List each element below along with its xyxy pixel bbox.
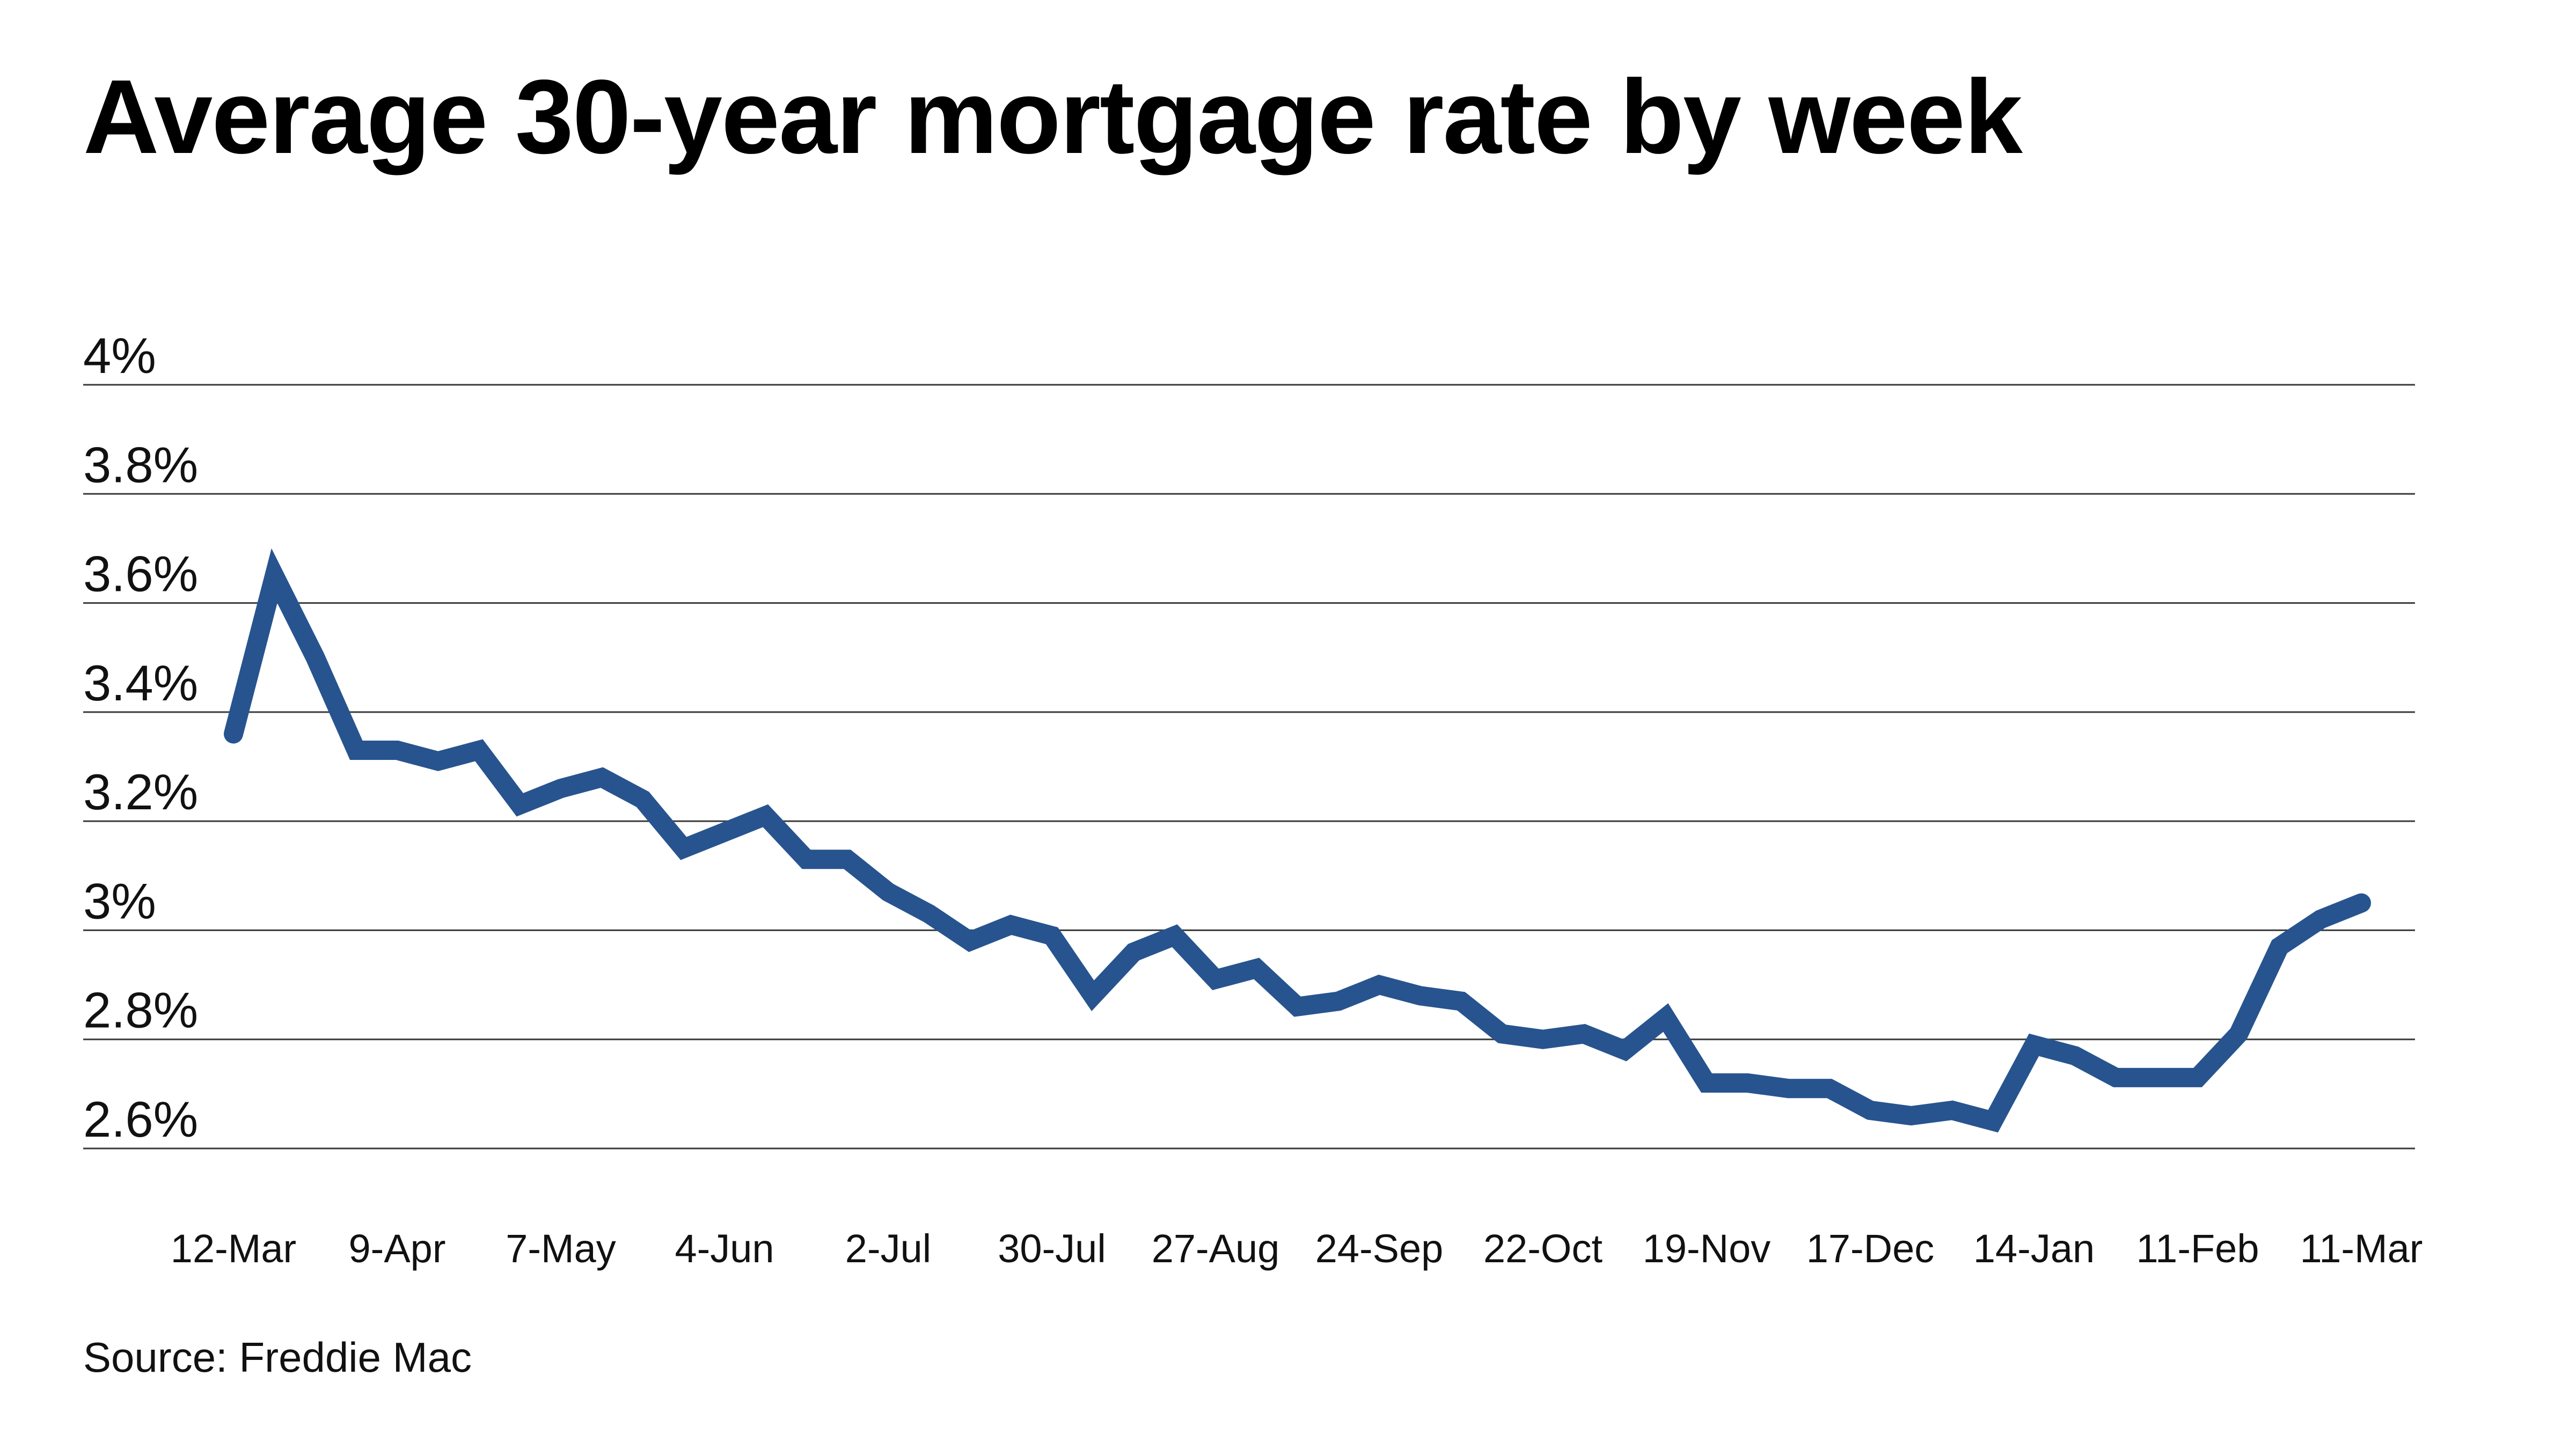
y-axis-labels: 4% 3.8% 3.6% 3.4% 3.2% 3% 2.8% 2.6% [83,327,198,1147]
y-tick-label: 3.2% [83,764,198,820]
y-tick-label: 3.8% [83,436,198,493]
x-tick-label: 12-Mar [171,1226,296,1271]
x-tick-label: 9-Apr [349,1226,446,1271]
series-layer [224,548,2371,1133]
x-tick-label: 19-Nov [1643,1226,1771,1271]
x-tick-label: 14-Jan [1973,1226,2095,1271]
x-tick-label: 11-Mar [2300,1226,2423,1271]
x-tick-label: 24-Sep [1315,1226,1444,1271]
x-tick-label: 11-Feb [2136,1226,2259,1271]
y-tick-label: 3.4% [83,655,198,711]
y-tick-label: 4% [83,327,156,384]
chart-title: Average 30-year mortgage rate by week [83,58,2023,175]
x-tick-label: 27-Aug [1152,1226,1280,1271]
x-tick-label: 30-Jul [998,1226,1106,1271]
y-tick-label: 3.6% [83,546,198,602]
x-tick-label: 4-Jun [675,1226,774,1271]
x-tick-label: 7-May [506,1226,616,1271]
x-tick-label: 17-Dec [1806,1226,1935,1271]
series-line [224,548,2371,1133]
x-tick-label: 2-Jul [845,1226,931,1271]
x-tick-label: 22-Oct [1483,1226,1603,1271]
y-tick-label: 3% [83,873,156,929]
source-note: Source: Freddie Mac [83,1334,472,1381]
y-tick-label: 2.8% [83,982,198,1038]
y-tick-label: 2.6% [83,1091,198,1147]
x-axis-labels: 12-Mar 9-Apr 7-May 4-Jun 2-Jul 30-Jul 27-Aug 24… [171,1226,2423,1271]
